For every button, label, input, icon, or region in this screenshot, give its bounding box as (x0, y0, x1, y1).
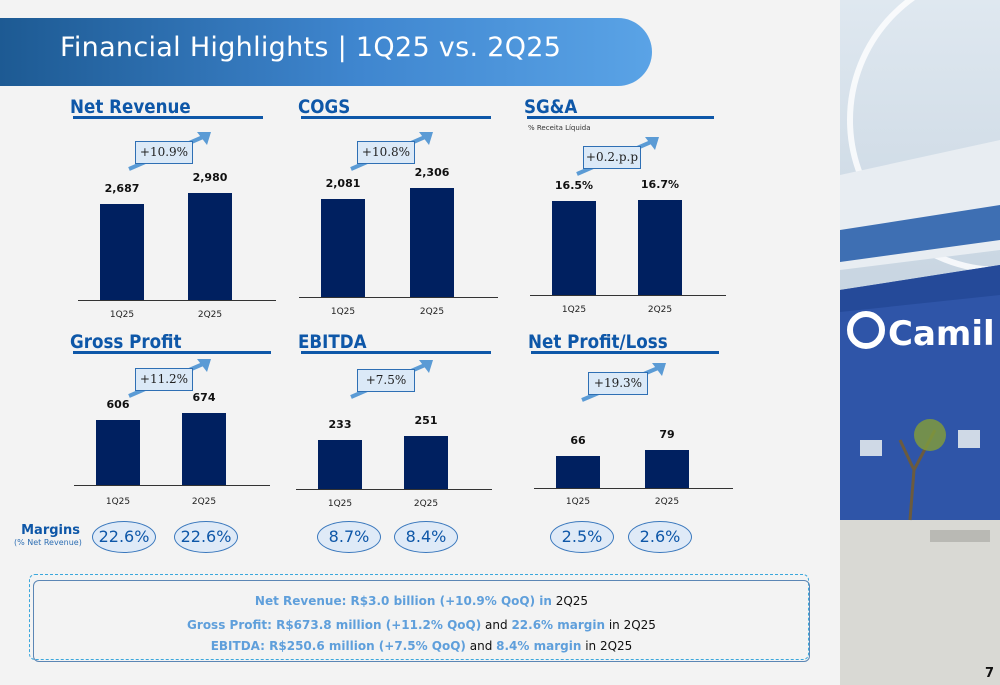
summary-dashed-frame (29, 574, 809, 660)
x-tick-label: 2Q25 (654, 497, 680, 507)
chart-title: SG&A (524, 96, 578, 118)
bar-1Q25 (318, 439, 362, 489)
margin-badge: 2.6% (628, 521, 692, 553)
chart-baseline (299, 297, 498, 298)
title-banner: Financial Highlights | 1Q25 vs. 2Q25 (0, 18, 652, 86)
margins-label: Margins (% Net Revenue) (14, 523, 82, 547)
bar-value-label: 2,306 (414, 166, 450, 179)
change-badge: +19.3% (588, 372, 648, 395)
camil-logo: Camil (888, 314, 995, 354)
x-tick-label: 2Q25 (191, 497, 217, 507)
chart-title: Gross Profit (70, 331, 182, 353)
bar-1Q25 (321, 198, 365, 297)
bar-2Q25 (410, 188, 454, 297)
x-tick-label: 2Q25 (413, 499, 439, 509)
chart-subtitle: % Receita Líquida (528, 124, 591, 132)
chart-baseline (534, 488, 733, 489)
summary-segment: in 2Q25 (605, 618, 656, 632)
title-underline (527, 116, 714, 119)
margin-badge: 8.7% (317, 521, 381, 553)
summary-box (33, 580, 810, 662)
summary-segment: Net Revenue: R$3.0 billion (+10.9% QoQ) … (254, 594, 552, 608)
chart-title: EBITDA (298, 331, 367, 353)
margins-title: Margins (21, 523, 80, 538)
chart-baseline (530, 295, 726, 296)
x-tick-label: 1Q25 (327, 499, 353, 509)
change-badge: +10.8% (357, 141, 415, 164)
bar-value-label: 2,687 (104, 181, 140, 195)
bar-2Q25 (188, 193, 232, 300)
change-badge: +7.5% (357, 369, 415, 392)
margin-badge: 8.4% (394, 521, 458, 553)
bar-value-label: 2,081 (325, 176, 361, 190)
chart-title: Net Profit/Loss (528, 331, 668, 353)
x-tick-label: 2Q25 (197, 310, 223, 320)
title-underline (301, 116, 491, 119)
bar-value-label: 2,980 (192, 171, 228, 184)
building-photo: Camil (840, 0, 1000, 685)
bar-value-label: 606 (106, 398, 130, 412)
chart-baseline (296, 489, 492, 490)
bar-2Q25 (404, 436, 448, 489)
title-underline (73, 116, 263, 119)
summary-segment: EBITDA: R$250.6 million (+7.5% QoQ) (210, 639, 466, 653)
bar-2Q25 (182, 413, 226, 485)
summary-segment: Gross Profit: R$673.8 million (+11.2% Qo… (187, 618, 482, 632)
chart-title: COGS (298, 96, 351, 118)
bar-1Q25 (100, 203, 144, 300)
margin-badge: 2.5% (550, 521, 614, 553)
change-badge: +0.2.p.p (583, 146, 641, 169)
margin-badge: 22.6% (174, 521, 238, 553)
bar-value-label: 233 (328, 417, 352, 431)
x-tick-label: 1Q25 (561, 305, 587, 315)
title-underline (531, 351, 719, 354)
summary-segment: 8.4% margin (496, 639, 582, 653)
x-tick-label: 1Q25 (330, 307, 356, 317)
bar-value-label: 16.5% (554, 179, 594, 193)
x-tick-label: 2Q25 (419, 307, 445, 317)
x-tick-label: 2Q25 (647, 305, 673, 315)
summary-segment: and (481, 618, 512, 632)
chart-baseline (74, 485, 270, 486)
summary-segment: in 2Q25 (581, 639, 633, 653)
summary-line: EBITDA: R$250.6 million (+7.5% QoQ) and … (33, 639, 810, 653)
bar-value-label: 66 (570, 434, 586, 448)
change-badge: +11.2% (135, 368, 193, 391)
x-tick-label: 1Q25 (105, 497, 131, 507)
bar-value-label: 674 (192, 391, 216, 404)
bar-2Q25 (645, 450, 689, 488)
summary-segment: 2Q25 (551, 594, 589, 608)
x-tick-label: 1Q25 (109, 310, 135, 320)
bar-1Q25 (556, 456, 600, 488)
bar-value-label: 251 (414, 414, 438, 427)
margin-badge: 22.6% (92, 521, 156, 553)
bar-1Q25 (552, 201, 596, 295)
summary-segment: and (465, 639, 497, 653)
bar-value-label: 16.7% (640, 178, 680, 191)
title-underline (301, 351, 491, 354)
page-number: 7 (984, 666, 994, 681)
bar-value-label: 79 (659, 428, 675, 441)
summary-line: Net Revenue: R$3.0 billion (+10.9% QoQ) … (33, 594, 810, 608)
chart-baseline (78, 300, 276, 301)
camil-building-image: Camil (840, 0, 1000, 685)
summary-segment: 22.6% margin (511, 618, 606, 632)
change-badge: +10.9% (135, 141, 193, 164)
chart-title: Net Revenue (70, 96, 191, 118)
x-tick-label: 1Q25 (565, 497, 591, 507)
bar-2Q25 (638, 200, 682, 295)
margins-subtitle: (% Net Revenue) (14, 538, 82, 547)
summary-line: Gross Profit: R$673.8 million (+11.2% Qo… (33, 618, 810, 632)
page-title: Financial Highlights | 1Q25 vs. 2Q25 (60, 32, 562, 63)
title-underline (73, 351, 271, 354)
bar-1Q25 (96, 420, 140, 485)
